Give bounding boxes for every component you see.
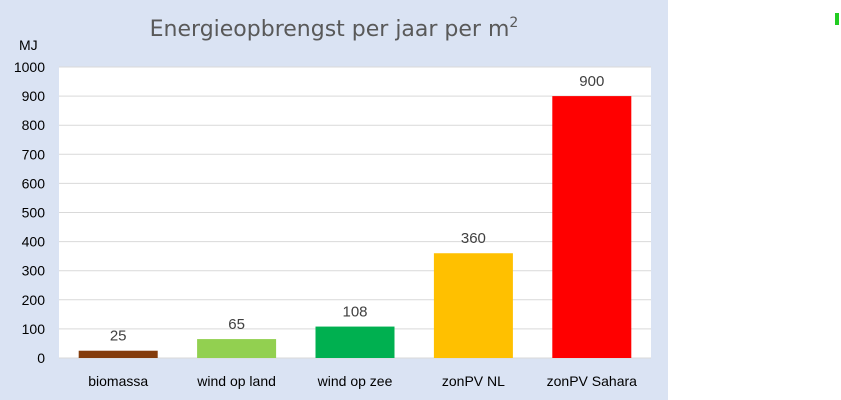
x-axis-categories: biomassa wind op land wind op zee zonPV NL z…: [88, 373, 637, 389]
chart-title-main: Energieopbrengst per jaar per m: [150, 17, 510, 42]
y-tick-label: 0: [37, 350, 45, 366]
data-label: 65: [228, 316, 245, 333]
data-label: 25: [110, 328, 127, 345]
bar-biomassa: [78, 350, 158, 358]
data-label: 108: [342, 304, 367, 321]
y-tick-label: 100: [22, 321, 46, 337]
y-tick-label: 200: [22, 292, 46, 308]
y-tick-label: 900: [22, 88, 46, 104]
bar-chart: Energieopbrengst per jaar per m2 MJ 0 100…: [14, 15, 651, 389]
x-category-label: wind op land: [196, 373, 276, 389]
y-axis-ticks: 0 100 200 300 400 500 600 700 800 900 1000: [14, 59, 45, 366]
x-category-label: zonPV NL: [442, 373, 505, 389]
x-category-label: wind op zee: [317, 373, 393, 389]
y-axis-unit-label: MJ: [19, 37, 38, 53]
chart-title: Energieopbrengst per jaar per m2: [150, 15, 519, 42]
bar-wind-op-zee: [315, 326, 395, 358]
x-category-label: biomassa: [88, 373, 148, 389]
y-tick-label: 1000: [14, 59, 45, 75]
bar-zonpv-sahara: [552, 96, 632, 358]
y-tick-label: 500: [22, 205, 46, 221]
y-tick-label: 300: [22, 263, 46, 279]
y-tick-label: 400: [22, 234, 46, 250]
chart-panel: Energieopbrengst per jaar per m2 MJ 0 100…: [0, 0, 668, 400]
bar-zonpv-nl: [433, 253, 513, 358]
data-label: 360: [461, 230, 486, 247]
x-category-label: zonPV Sahara: [547, 373, 637, 389]
data-label: 900: [579, 73, 604, 90]
green-marker: [835, 13, 839, 25]
bars: [78, 96, 632, 358]
y-tick-label: 800: [22, 117, 46, 133]
data-labels: 25 65 108 360 900: [110, 73, 604, 345]
chart-title-superscript: 2: [509, 15, 518, 31]
y-tick-label: 600: [22, 175, 46, 191]
y-tick-label: 700: [22, 146, 46, 162]
bar-wind-op-land: [197, 339, 277, 358]
